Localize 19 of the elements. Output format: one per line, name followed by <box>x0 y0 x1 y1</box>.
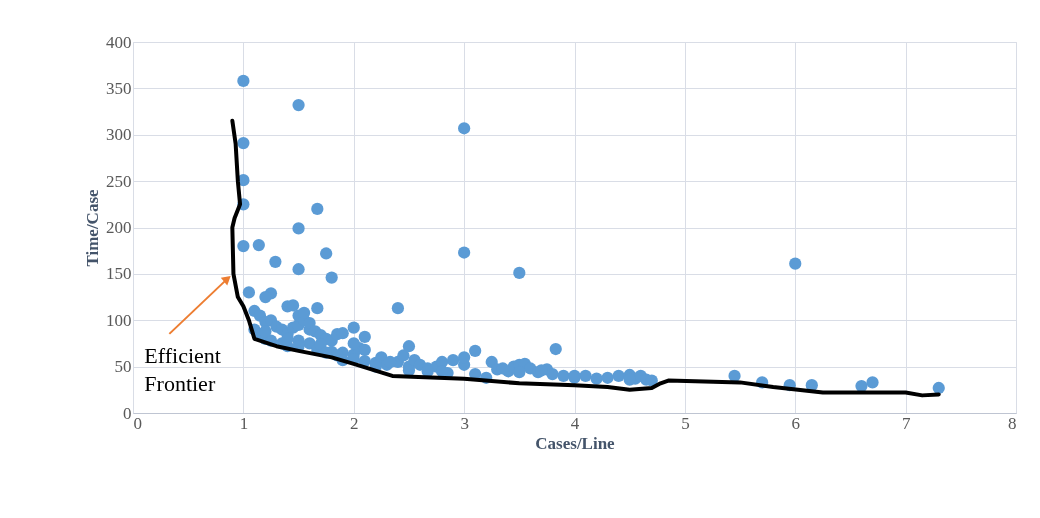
x-tick-label: 1 <box>239 413 249 433</box>
x-tick-label: 7 <box>901 413 911 433</box>
x-tick-label: 3 <box>460 413 469 433</box>
y-tick-label: 400 <box>106 32 132 52</box>
y-tick-label: 200 <box>106 218 132 237</box>
x-axis-title: Cases/Line <box>535 433 616 453</box>
y-tick-label: 350 <box>106 78 132 98</box>
y-tick-label: 150 <box>106 264 132 284</box>
y-tick-label: 100 <box>106 310 132 330</box>
x-tick-label: 5 <box>681 413 690 433</box>
y-tick-label: 300 <box>106 125 132 145</box>
x-tick-label: 4 <box>570 413 580 433</box>
y-tick-label: 250 <box>106 171 132 191</box>
annotation: Efficient Frontier <box>144 342 221 396</box>
y-axis-title: Time/Case <box>83 188 102 267</box>
y-tick-label: 50 <box>114 357 132 377</box>
x-tick-label: 6 <box>791 413 800 433</box>
x-tick-label: 2 <box>350 413 359 433</box>
x-tick-label: 8 <box>1008 413 1017 433</box>
